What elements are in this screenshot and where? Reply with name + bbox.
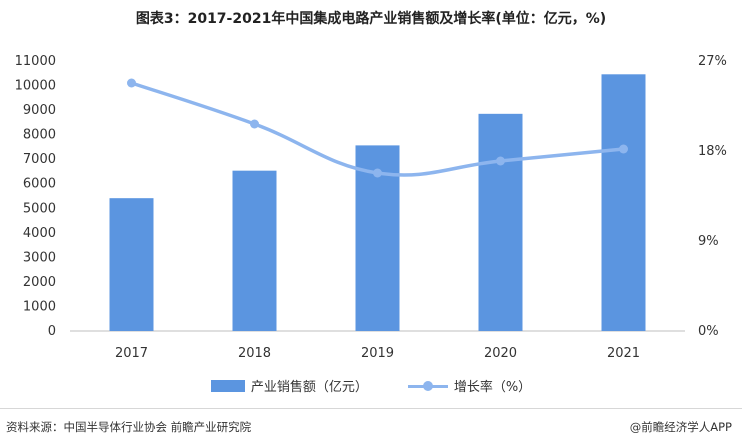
chart-svg: 0 1000 2000 3000 4000 5000 6000 7000 8000 9000 100… — [15, 54, 727, 361]
y-right-tick-label: 27% — [698, 54, 727, 69]
y-left-tick-label: 4000 — [23, 226, 56, 241]
legend-item-growth: 增长率（%） — [407, 376, 532, 395]
y-left-tick-label: 7000 — [23, 152, 56, 167]
footer: 资料来源：中国半导体行业协会 前瞻产业研究院 @前瞻经济学人APP — [0, 408, 742, 445]
y-left-tick-label: 0 — [48, 324, 56, 339]
growth-point-2021 — [619, 144, 628, 154]
x-tick-label: 2018 — [238, 346, 271, 361]
y-right-tick-label: 9% — [698, 234, 719, 249]
y-left-tick-label: 6000 — [23, 177, 56, 192]
y-right-tick-label: 18% — [698, 144, 727, 159]
x-tick-label: 2017 — [115, 346, 148, 361]
y-left-tick-label: 1000 — [23, 299, 56, 314]
y-left-tick-label: 9000 — [23, 103, 56, 118]
chart-title: 图表3：2017-2021年中国集成电路产业销售额及增长率(单位：亿元，%) — [135, 11, 607, 27]
bar-2018 — [232, 170, 277, 331]
growth-point-2019 — [373, 168, 382, 178]
x-tick-label: 2020 — [484, 346, 517, 361]
brand-credit: @前瞻经济学人APP — [629, 420, 732, 434]
y-left-tick-label: 8000 — [23, 128, 56, 143]
growth-point-2020 — [496, 156, 505, 166]
legend-label-growth: 增长率（%） — [453, 380, 532, 395]
legend-item-sales: 产业销售额（亿元） — [210, 376, 368, 395]
y-right-tick-label: 0% — [698, 324, 719, 339]
bar-2017 — [109, 198, 154, 331]
legend-label-sales: 产业销售额（亿元） — [250, 380, 368, 395]
x-tick-label: 2019 — [361, 346, 394, 361]
growth-point-2017 — [127, 78, 136, 88]
y-left-tick-label: 10000 — [15, 79, 56, 94]
bar-2021 — [601, 74, 646, 331]
source-note: 资料来源：中国半导体行业协会 前瞻产业研究院 — [6, 420, 252, 434]
legend: 产业销售额（亿元） 增长率（%） — [0, 376, 742, 395]
bar-2020 — [478, 113, 523, 332]
y-left-tick-label: 5000 — [23, 201, 56, 216]
x-tick-label: 2021 — [607, 346, 640, 361]
y-left-tick-label: 3000 — [23, 250, 56, 265]
y-left-tick-label: 11000 — [15, 54, 56, 69]
legend-line-swatch — [407, 380, 448, 392]
legend-bar-swatch — [210, 379, 245, 392]
y-left-tick-label: 2000 — [23, 275, 56, 290]
growth-point-2018 — [250, 119, 259, 129]
